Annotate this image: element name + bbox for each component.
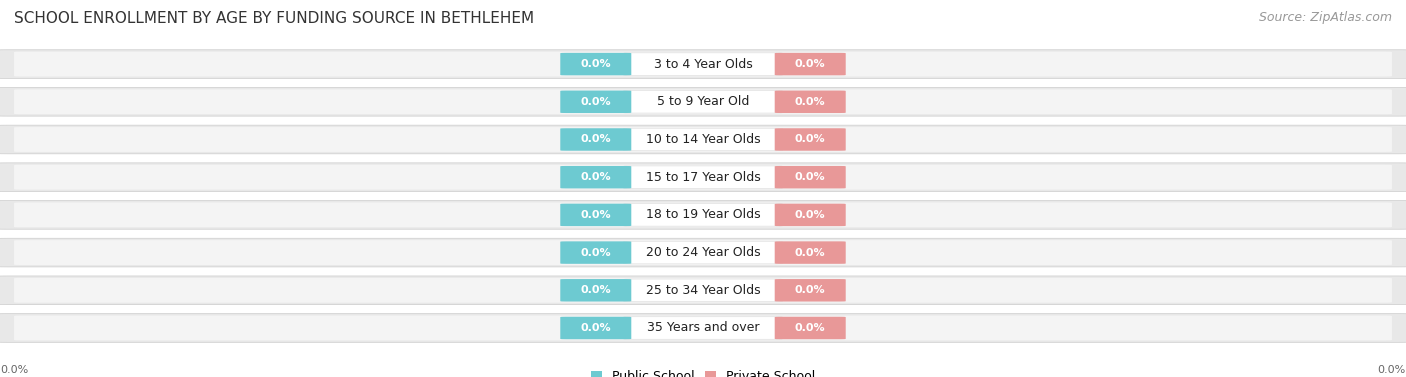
FancyBboxPatch shape xyxy=(775,279,846,302)
FancyBboxPatch shape xyxy=(14,316,1392,340)
Text: 0.0%: 0.0% xyxy=(794,210,825,220)
Text: 0.0%: 0.0% xyxy=(0,365,28,375)
Text: 35 Years and over: 35 Years and over xyxy=(647,322,759,334)
FancyBboxPatch shape xyxy=(624,204,782,226)
FancyBboxPatch shape xyxy=(14,89,1392,114)
FancyBboxPatch shape xyxy=(560,317,631,339)
FancyBboxPatch shape xyxy=(0,50,1406,78)
FancyBboxPatch shape xyxy=(775,90,846,113)
FancyBboxPatch shape xyxy=(0,276,1406,305)
FancyBboxPatch shape xyxy=(775,166,846,188)
Text: 0.0%: 0.0% xyxy=(581,59,612,69)
FancyBboxPatch shape xyxy=(560,90,631,113)
FancyBboxPatch shape xyxy=(560,279,631,302)
FancyBboxPatch shape xyxy=(14,240,1392,265)
FancyBboxPatch shape xyxy=(775,204,846,226)
Text: 25 to 34 Year Olds: 25 to 34 Year Olds xyxy=(645,284,761,297)
FancyBboxPatch shape xyxy=(560,128,631,151)
FancyBboxPatch shape xyxy=(14,165,1392,190)
FancyBboxPatch shape xyxy=(560,241,631,264)
FancyBboxPatch shape xyxy=(624,317,782,339)
Text: 0.0%: 0.0% xyxy=(581,210,612,220)
FancyBboxPatch shape xyxy=(0,201,1406,229)
Text: 0.0%: 0.0% xyxy=(581,248,612,257)
FancyBboxPatch shape xyxy=(14,127,1392,152)
FancyBboxPatch shape xyxy=(0,125,1406,154)
Text: 0.0%: 0.0% xyxy=(581,172,612,182)
FancyBboxPatch shape xyxy=(560,204,631,226)
FancyBboxPatch shape xyxy=(624,90,782,113)
Text: 0.0%: 0.0% xyxy=(794,59,825,69)
FancyBboxPatch shape xyxy=(624,53,782,75)
FancyBboxPatch shape xyxy=(0,238,1406,267)
FancyBboxPatch shape xyxy=(560,166,631,188)
Text: 10 to 14 Year Olds: 10 to 14 Year Olds xyxy=(645,133,761,146)
FancyBboxPatch shape xyxy=(624,241,782,264)
FancyBboxPatch shape xyxy=(624,166,782,188)
FancyBboxPatch shape xyxy=(0,314,1406,342)
Text: 20 to 24 Year Olds: 20 to 24 Year Olds xyxy=(645,246,761,259)
FancyBboxPatch shape xyxy=(624,279,782,302)
Text: 0.0%: 0.0% xyxy=(794,285,825,295)
FancyBboxPatch shape xyxy=(0,163,1406,192)
FancyBboxPatch shape xyxy=(775,317,846,339)
Text: 0.0%: 0.0% xyxy=(581,97,612,107)
FancyBboxPatch shape xyxy=(0,87,1406,116)
Text: 5 to 9 Year Old: 5 to 9 Year Old xyxy=(657,95,749,108)
Text: 0.0%: 0.0% xyxy=(581,135,612,144)
FancyBboxPatch shape xyxy=(775,241,846,264)
Text: Source: ZipAtlas.com: Source: ZipAtlas.com xyxy=(1258,11,1392,24)
Text: 0.0%: 0.0% xyxy=(581,323,612,333)
FancyBboxPatch shape xyxy=(560,53,631,75)
Text: 0.0%: 0.0% xyxy=(1378,365,1406,375)
Text: 0.0%: 0.0% xyxy=(581,285,612,295)
FancyBboxPatch shape xyxy=(14,278,1392,303)
Text: 0.0%: 0.0% xyxy=(794,97,825,107)
FancyBboxPatch shape xyxy=(775,53,846,75)
FancyBboxPatch shape xyxy=(624,128,782,151)
Text: 18 to 19 Year Olds: 18 to 19 Year Olds xyxy=(645,208,761,221)
Legend: Public School, Private School: Public School, Private School xyxy=(591,370,815,377)
Text: 0.0%: 0.0% xyxy=(794,172,825,182)
Text: 3 to 4 Year Olds: 3 to 4 Year Olds xyxy=(654,58,752,70)
Text: 0.0%: 0.0% xyxy=(794,135,825,144)
Text: 0.0%: 0.0% xyxy=(794,248,825,257)
FancyBboxPatch shape xyxy=(775,128,846,151)
Text: SCHOOL ENROLLMENT BY AGE BY FUNDING SOURCE IN BETHLEHEM: SCHOOL ENROLLMENT BY AGE BY FUNDING SOUR… xyxy=(14,11,534,26)
FancyBboxPatch shape xyxy=(14,202,1392,227)
FancyBboxPatch shape xyxy=(14,52,1392,77)
Text: 0.0%: 0.0% xyxy=(794,323,825,333)
Text: 15 to 17 Year Olds: 15 to 17 Year Olds xyxy=(645,171,761,184)
